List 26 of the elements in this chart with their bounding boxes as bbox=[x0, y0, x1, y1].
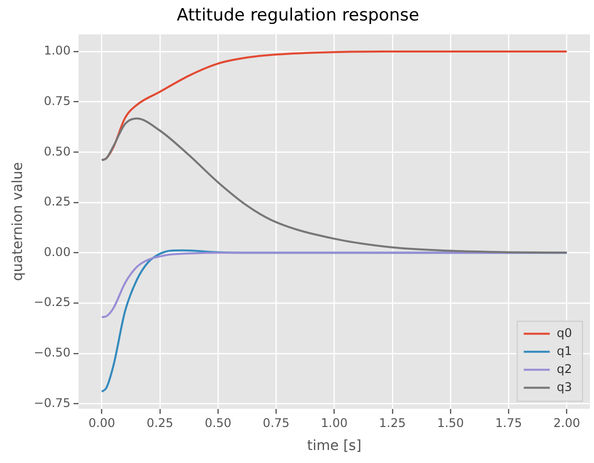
legend-label: q3 bbox=[556, 380, 572, 394]
y-tick-label: −0.75 bbox=[34, 396, 71, 410]
y-axis-title: quaternion value bbox=[10, 162, 26, 282]
x-axis-title: time [s] bbox=[307, 438, 362, 454]
y-tick-label: 0.00 bbox=[44, 244, 71, 259]
x-tick-label: 1.25 bbox=[379, 416, 406, 430]
y-tick-label: 1.00 bbox=[44, 44, 71, 58]
x-tick-label: 1.50 bbox=[437, 416, 464, 430]
line-series bbox=[100, 252, 568, 318]
x-tick-label: 2.00 bbox=[553, 416, 580, 430]
x-tick-label: 1.00 bbox=[320, 416, 348, 430]
x-tick-label: 0.25 bbox=[146, 416, 174, 430]
x-tick-label: 1.75 bbox=[495, 416, 522, 430]
y-tick-label: −0.25 bbox=[34, 295, 71, 310]
legend-label: q1 bbox=[556, 344, 572, 358]
line-series bbox=[100, 118, 568, 254]
y-tick-label: 0.75 bbox=[44, 94, 71, 108]
legend-label: q0 bbox=[556, 326, 572, 340]
x-tick-label: 0.00 bbox=[88, 416, 116, 430]
x-tick-label: 0.50 bbox=[204, 416, 232, 430]
x-tick-label: 0.75 bbox=[262, 416, 290, 430]
chart-title: Attitude regulation response bbox=[176, 6, 420, 26]
y-tick-label: −0.50 bbox=[34, 346, 71, 360]
y-tick-label: 0.50 bbox=[44, 144, 71, 158]
y-tick-label: 0.25 bbox=[44, 194, 71, 209]
legend-label: q2 bbox=[556, 362, 572, 376]
